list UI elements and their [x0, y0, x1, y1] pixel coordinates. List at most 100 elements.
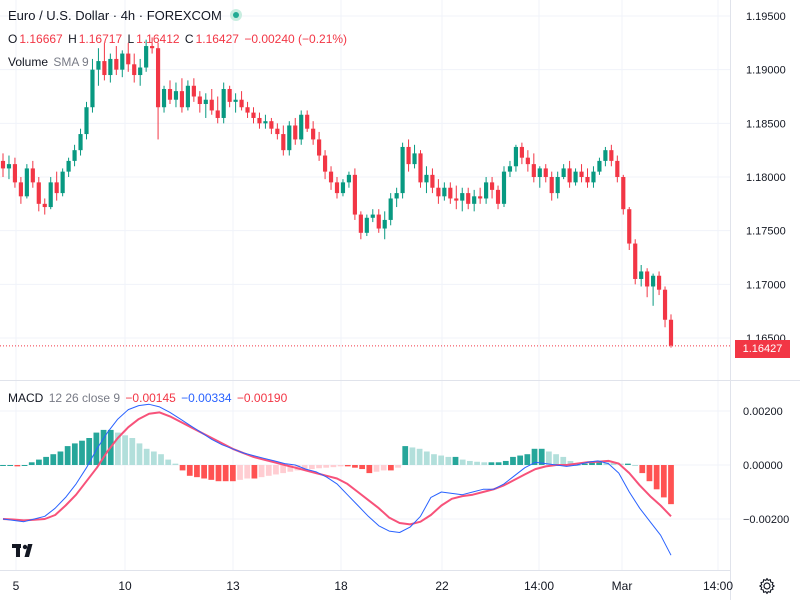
market-open-icon [229, 9, 242, 21]
candle [209, 88, 214, 115]
candle-body [394, 193, 399, 199]
candle-body [513, 146, 519, 167]
candle [633, 239, 638, 285]
candle-body [90, 69, 95, 108]
candle [251, 107, 256, 124]
candle [179, 78, 185, 113]
candle [60, 168, 65, 197]
candle-body [561, 168, 566, 177]
macd-legend[interactable]: MACD 12 26 close 9 −0.00145 −0.00334 −0.… [8, 391, 289, 405]
candle [555, 171, 560, 199]
gear-icon[interactable] [758, 577, 776, 595]
macd-histogram-bar [237, 465, 243, 480]
candle-body [245, 107, 250, 113]
candle [615, 155, 620, 183]
macd-histogram-bar [409, 447, 416, 465]
candle-body [161, 88, 167, 108]
candle [120, 50, 125, 78]
candle [132, 53, 137, 83]
macd-histogram-bar [50, 454, 57, 465]
symbol-title: Euro / U.S. Dollar · 4h · FOREXCOM [8, 8, 222, 23]
candle-body [531, 164, 536, 177]
candle-body [263, 121, 268, 124]
macd-histogram-bar [538, 448, 545, 465]
ohlc-legend: O 1.16667 H 1.16717 L 1.16412 C 1.16427 −0.0… [8, 32, 349, 46]
macd-histogram-bar [653, 465, 660, 490]
volume-label: Volume [8, 55, 49, 69]
candle-body [275, 128, 280, 135]
candle [191, 78, 196, 102]
candle [591, 166, 596, 188]
candle-body [346, 174, 352, 183]
candle [245, 101, 250, 118]
macd-histogram-bar [402, 446, 409, 465]
candle-body [102, 61, 107, 76]
candle [257, 112, 262, 129]
candle-body [501, 171, 507, 204]
candle-body [382, 219, 387, 229]
candle-body [84, 107, 89, 135]
candle [412, 144, 417, 169]
macd-histogram-bar [172, 463, 179, 465]
candle-body [269, 121, 274, 129]
macd-histogram-bar [273, 465, 279, 475]
macd-histogram-bar [668, 465, 674, 505]
candle-body [573, 171, 578, 183]
macd-histogram-bar [301, 465, 308, 470]
candle-body [525, 157, 530, 165]
candle-body [555, 177, 560, 194]
candle-body [108, 58, 113, 76]
macd-histogram-bar [79, 440, 85, 465]
candle [108, 53, 113, 83]
low-value: 1.16412 [136, 32, 180, 46]
macd-histogram-bar [158, 454, 164, 465]
candle [484, 177, 489, 204]
macd-histogram-bar [373, 465, 380, 472]
candle-body [66, 160, 71, 172]
candle-body [132, 64, 137, 76]
candle-body [448, 187, 453, 199]
macd-label: MACD [8, 391, 44, 405]
macd-histogram-bar [265, 465, 272, 476]
candle [400, 142, 405, 199]
candle [430, 168, 435, 194]
candle [281, 125, 286, 156]
candle [436, 179, 441, 204]
candle-body [633, 243, 638, 279]
candle-body [6, 164, 12, 169]
macd-histogram-bar [14, 465, 21, 467]
macd-histogram-bar [467, 460, 473, 465]
candle-body [549, 177, 554, 194]
tradingview-logo-icon[interactable] [10, 540, 40, 560]
volume-legend[interactable]: Volume SMA 9 [8, 55, 91, 69]
candle [406, 139, 411, 172]
time-tick-label: 22 [435, 579, 449, 593]
candle-body [322, 155, 328, 172]
macd-pane [0, 403, 674, 556]
symbol-legend[interactable]: Euro / U.S. Dollar · 4h · FOREXCOM [8, 8, 244, 23]
change-value: −0.00240 (−0.21%) [244, 32, 348, 46]
time-tick-label: Mar [612, 579, 633, 593]
candle-body [251, 112, 256, 118]
candle [501, 166, 507, 208]
candle-body [227, 88, 232, 102]
time-tick-label: 10 [118, 579, 132, 593]
candle-body [621, 177, 626, 210]
candle [382, 211, 387, 240]
macd-histogram-bar [122, 435, 128, 465]
candle [322, 150, 328, 180]
candle [263, 114, 268, 129]
candle-body [662, 289, 668, 320]
macd-line-value: −0.00334 [181, 391, 232, 405]
macd-histogram-bar [86, 438, 93, 465]
candle-body [639, 271, 644, 279]
candle-body [239, 99, 244, 108]
candle [662, 286, 668, 328]
candle [275, 123, 280, 140]
candle-body [215, 110, 220, 118]
macd-histogram-bar [488, 462, 495, 465]
candle-body [436, 187, 441, 197]
candle [507, 160, 513, 177]
macd-axis: 0.00200 0.00000 −0.00200 [743, 406, 789, 526]
